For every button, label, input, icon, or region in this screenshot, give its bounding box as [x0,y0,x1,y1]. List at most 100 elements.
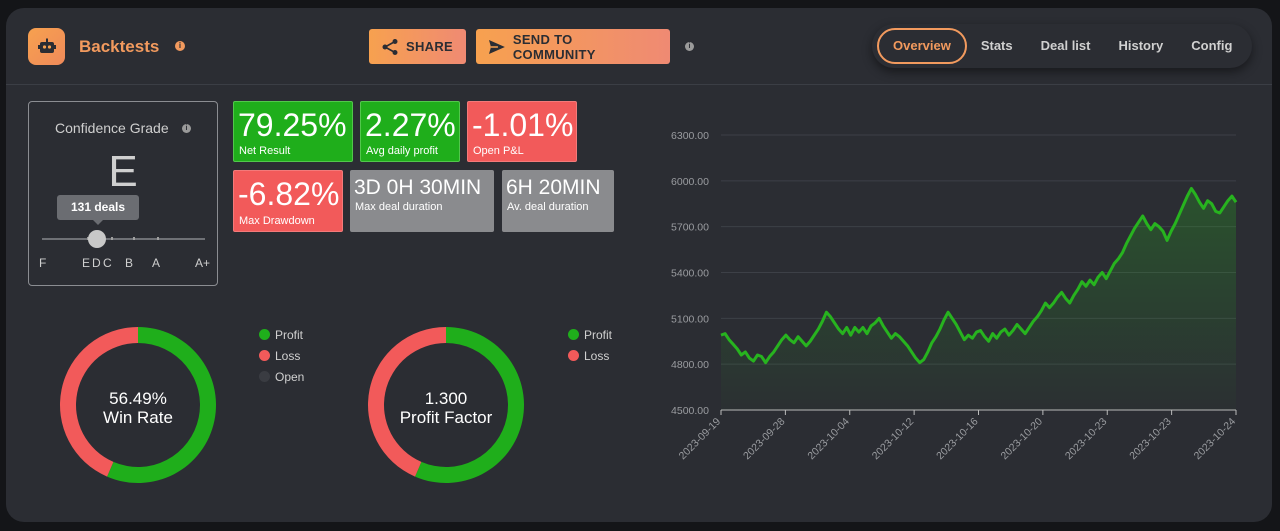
legend-item[interactable]: Loss [568,345,612,366]
y-tick-label: 6000.00 [671,176,709,188]
slider-tick [157,237,159,240]
profit-factor-legend: Profit Loss [568,324,612,366]
header: Backtests i SHARE SEND TO COMMUNITY i Ov… [6,8,1272,85]
share-icon [382,38,398,55]
tab-config[interactable]: Config [1191,38,1233,53]
legend-label: Open [275,369,305,384]
legend-item[interactable]: Open [259,366,304,387]
stat-value: 3D 0H 30MIN [354,176,482,199]
y-tick-label: 4800.00 [671,359,709,371]
stat-open-pnl: -1.01% Open P&L [467,101,577,162]
grade-label: D [92,256,101,270]
send-label: SEND TO COMMUNITY [512,31,596,62]
stat-avg-deal-duration: 6H 20MIN Av. deal duration [502,170,614,232]
profit-factor-value: 1.300 [424,389,468,408]
deals-tooltip: 131 deals [57,195,139,225]
confidence-grade-value: E [108,147,138,196]
equity-series-line[interactable] [720,186,1238,365]
stat-value: 6H 20MIN [506,176,601,199]
tab-deal-list[interactable]: Deal list [1040,38,1091,53]
grade-label: C [103,256,112,270]
y-tick-label: 5700.00 [671,222,709,234]
donut-slice-profit[interactable] [415,327,524,483]
stat-label: Av. deal duration [507,201,589,213]
legend-swatch [568,329,579,340]
win-rate-legend: Profit Loss Open [259,324,304,387]
grade-label: E [82,256,91,270]
legend-item[interactable]: Loss [259,345,304,366]
stat-avg-daily-profit: 2.27% Avg daily profit [360,101,460,162]
info-icon[interactable]: i [175,41,185,51]
x-tick-label: 2023-09-28 [741,416,788,463]
y-tick-label: 5100.00 [671,313,709,325]
grade-slider-thumb[interactable] [88,230,106,248]
win-rate-donut [60,327,217,483]
confidence-grade-title: Confidence Grade [55,120,169,136]
x-tick-label: 2023-10-23 [1063,416,1110,463]
x-tick-label: 2023-10-04 [805,416,852,463]
backtests-panel: Backtests i SHARE SEND TO COMMUNITY i Ov… [6,8,1272,522]
equity-area [721,188,1236,410]
robot-logo-icon [28,28,65,65]
grade-label: F [39,256,47,270]
stat-label: Max Drawdown [239,215,315,227]
grade-label: A+ [195,256,211,270]
stat-max-deal-duration: 3D 0H 30MIN Max deal duration [350,170,494,232]
tab-overview[interactable]: Overview [877,28,967,64]
x-tick-label: 2023-10-20 [999,416,1046,463]
send-to-community-button[interactable]: SEND TO COMMUNITY [476,29,670,64]
stat-max-drawdown: -6.82% Max Drawdown [233,170,343,232]
x-tick-label: 2023-10-12 [870,416,917,463]
x-tick-label: 2023-10-23 [1127,416,1174,463]
donut-slice-profit[interactable] [107,327,217,483]
stat-label: Net Result [239,145,291,157]
legend-swatch [259,350,270,361]
win-rate-value: 56.49% [109,389,167,408]
y-tick-label: 4500.00 [671,405,709,417]
grade-label: A [152,256,161,270]
stat-value: 2.27% [365,107,456,143]
info-icon[interactable]: i [182,124,191,133]
equity-line-chart: 6300.00 6000.00 5700.00 5400.00 5100.00 4800.… [671,130,1239,463]
x-tick-label: 2023-09-19 [677,416,724,463]
share-label: SHARE [406,39,454,54]
legend-item[interactable]: Profit [259,324,304,345]
profit-factor-caption: Profit Factor [399,408,493,427]
y-tick-label: 5400.00 [671,268,709,280]
legend-swatch [259,329,270,340]
stat-label: Max deal duration [355,201,443,213]
stat-value: -1.01% [472,107,574,143]
stat-label: Avg daily profit [366,145,438,157]
x-tick-label: 2023-10-24 [1192,416,1239,463]
profit-factor-donut [368,327,524,483]
donut-slice-loss[interactable] [60,327,138,477]
stat-label: Open P&L [473,145,524,157]
slider-tick [133,237,135,240]
win-rate-caption: Win Rate [103,408,173,427]
legend-swatch [259,371,270,382]
stat-value: -6.82% [238,176,340,212]
profit-factor-label: 1.300 Profit Factor [366,389,526,427]
info-icon[interactable]: i [685,42,694,51]
legend-item[interactable]: Profit [568,324,612,345]
legend-label: Profit [584,327,613,342]
x-tick-label: 2023-10-16 [934,416,981,463]
legend-label: Profit [275,327,304,342]
stat-value: 79.25% [238,107,347,143]
legend-label: Loss [275,348,301,363]
y-tick-label: 6300.00 [671,130,709,142]
grade-slider-track[interactable] [42,238,205,240]
donut-slice-loss[interactable] [368,327,446,477]
tab-bar: Overview Stats Deal list History Config [872,24,1252,68]
slider-tick [111,237,113,240]
grade-label: B [125,256,134,270]
confidence-grade-card: Confidence Grade i E 131 deals F E D C B… [28,101,218,286]
legend-swatch [568,350,579,361]
legend-label: Loss [584,348,610,363]
tab-stats[interactable]: Stats [980,38,1013,53]
tab-history[interactable]: History [1118,38,1164,53]
win-rate-label: 56.49% Win Rate [58,389,218,427]
stat-net-result: 79.25% Net Result [233,101,353,162]
share-button[interactable]: SHARE [369,29,466,64]
send-icon [488,39,505,54]
